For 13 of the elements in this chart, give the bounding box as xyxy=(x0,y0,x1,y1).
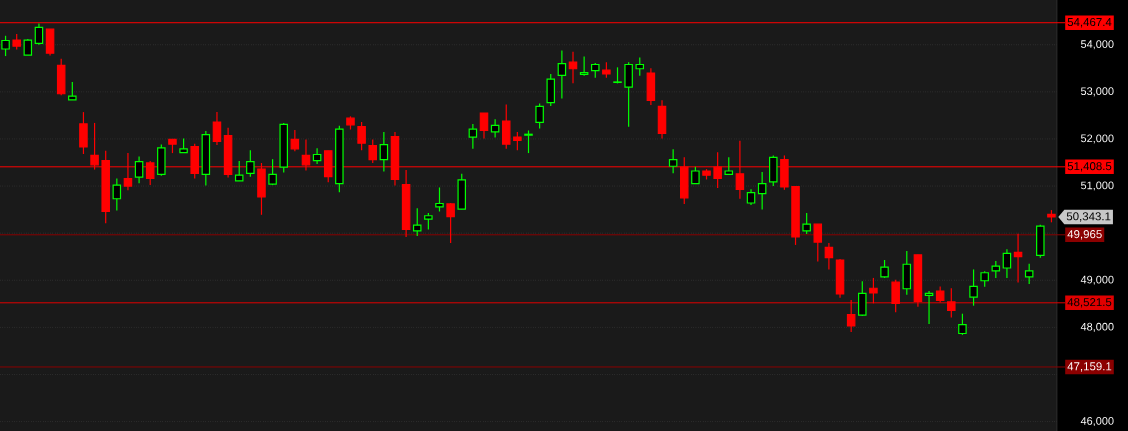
ref-line-label: 54,467.4 xyxy=(1067,17,1112,28)
y-tick-label: 51,000 xyxy=(1080,181,1114,191)
ref-line-label: 47,159.1 xyxy=(1067,362,1112,372)
y-tick-label: 46,000 xyxy=(1080,417,1114,427)
ref-line-label: 51,408.5 xyxy=(1067,162,1112,172)
text: 50,343.1 xyxy=(1066,212,1111,222)
y-tick-label: 49,000 xyxy=(1080,275,1114,285)
y-tick-label: 48,000 xyxy=(1080,322,1114,332)
ref-line-label: 48,521.5 xyxy=(1067,298,1112,308)
y-tick-label: 54,000 xyxy=(1080,40,1114,50)
y-tick-label: 52,000 xyxy=(1080,134,1114,144)
y-tick-label: 53,000 xyxy=(1080,87,1114,97)
ref-line-label: 49,965 xyxy=(1067,230,1102,240)
